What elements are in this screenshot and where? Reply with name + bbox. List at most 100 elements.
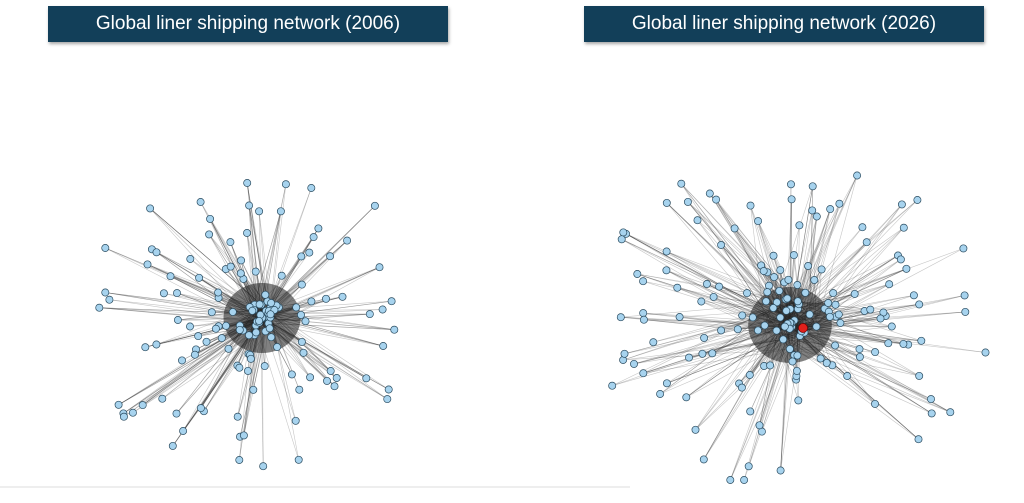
- port-node: [261, 290, 270, 299]
- port-node: [738, 311, 747, 320]
- port-node: [691, 425, 700, 434]
- port-node: [855, 352, 864, 361]
- port-node: [866, 305, 875, 314]
- port-node: [273, 343, 282, 351]
- port-node: [294, 455, 303, 464]
- port-node: [825, 312, 834, 321]
- port-node: [630, 359, 638, 368]
- edge: [612, 307, 774, 386]
- port-node: [265, 324, 274, 333]
- edge: [798, 199, 918, 305]
- port-node: [793, 281, 802, 289]
- port-node: [685, 353, 693, 362]
- port-node: [913, 196, 922, 204]
- port-node: [808, 206, 817, 215]
- port-node: [196, 198, 205, 206]
- port-node: [740, 476, 749, 484]
- port-node: [299, 348, 308, 357]
- port-node: [765, 281, 773, 290]
- port-node: [831, 341, 840, 350]
- port-node: [715, 282, 724, 291]
- port-node: [211, 324, 220, 333]
- port-node: [178, 356, 186, 365]
- port-node: [205, 230, 214, 239]
- port-node: [224, 344, 233, 353]
- port-node: [755, 421, 764, 430]
- port-node: [793, 297, 802, 306]
- port-node: [675, 313, 684, 321]
- port-node: [249, 385, 258, 394]
- port-node: [772, 298, 781, 307]
- port-node: [763, 288, 772, 297]
- edge: [816, 204, 903, 327]
- port-node: [195, 273, 204, 282]
- port-node: [853, 171, 862, 180]
- port-node: [616, 313, 625, 322]
- port-node: [260, 362, 269, 371]
- port-node: [812, 212, 821, 221]
- port-node: [138, 401, 147, 410]
- edge: [730, 348, 791, 481]
- port-node: [843, 372, 852, 380]
- edge: [625, 233, 781, 318]
- port-node: [726, 476, 735, 484]
- port-node: [887, 322, 896, 331]
- port-node: [899, 339, 908, 348]
- port-node: [228, 308, 237, 316]
- port-node: [656, 390, 665, 398]
- highlight-node: [798, 323, 808, 333]
- edge: [780, 348, 791, 471]
- port-node: [795, 221, 804, 230]
- port-node: [245, 201, 254, 210]
- network-2026: [608, 171, 990, 484]
- edge: [797, 248, 964, 310]
- port-node: [899, 223, 908, 232]
- port-node: [766, 361, 775, 370]
- port-node: [775, 286, 784, 295]
- port-node: [784, 275, 793, 284]
- port-node: [662, 379, 671, 388]
- port-node: [379, 342, 388, 350]
- port-node: [281, 180, 290, 189]
- port-node: [141, 343, 150, 352]
- port-node: [917, 336, 926, 345]
- port-node: [143, 260, 152, 269]
- port-node: [709, 292, 718, 301]
- port-node: [829, 289, 838, 298]
- port-node: [239, 431, 248, 440]
- edge: [743, 348, 791, 481]
- port-node: [306, 373, 315, 382]
- port-node: [259, 462, 268, 471]
- port-node: [267, 333, 276, 342]
- edge: [798, 175, 858, 305]
- port-node: [245, 331, 253, 340]
- port-node: [158, 394, 167, 403]
- port-node: [810, 276, 819, 284]
- port-node: [789, 251, 798, 260]
- port-node: [128, 408, 137, 417]
- port-node: [343, 236, 352, 245]
- port-node: [101, 288, 110, 297]
- port-node: [981, 348, 990, 357]
- port-node: [779, 335, 788, 344]
- port-node: [787, 195, 796, 204]
- port-node: [782, 306, 791, 315]
- port-node: [699, 455, 708, 464]
- port-node: [737, 383, 746, 392]
- port-node: [808, 182, 817, 191]
- port-node: [330, 382, 339, 391]
- port-node: [243, 179, 252, 187]
- port-node: [186, 255, 195, 263]
- edge: [625, 233, 781, 318]
- port-node: [297, 310, 305, 319]
- port-node: [390, 325, 399, 334]
- edge: [789, 348, 951, 413]
- port-node: [793, 351, 802, 360]
- port-node: [788, 357, 797, 366]
- port-node: [214, 288, 223, 297]
- port-node: [835, 199, 844, 208]
- port-node: [772, 326, 781, 335]
- port-node: [730, 224, 739, 233]
- port-node: [792, 366, 801, 375]
